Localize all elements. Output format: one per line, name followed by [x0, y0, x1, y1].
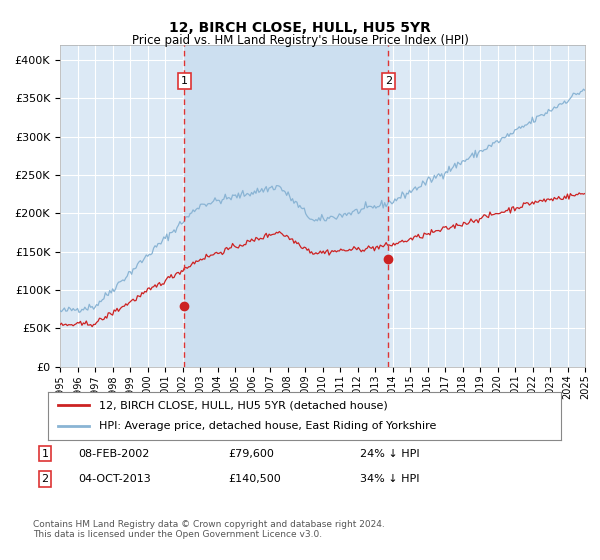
- Text: 24% ↓ HPI: 24% ↓ HPI: [360, 449, 419, 459]
- Text: 08-FEB-2002: 08-FEB-2002: [78, 449, 149, 459]
- Text: Contains HM Land Registry data © Crown copyright and database right 2024.
This d: Contains HM Land Registry data © Crown c…: [33, 520, 385, 539]
- Text: 2: 2: [385, 76, 392, 86]
- Text: £140,500: £140,500: [228, 474, 281, 484]
- Bar: [184, 45, 388, 367]
- Text: £79,600: £79,600: [228, 449, 274, 459]
- Text: HPI: Average price, detached house, East Riding of Yorkshire: HPI: Average price, detached house, East…: [100, 421, 437, 431]
- Text: 12, BIRCH CLOSE, HULL, HU5 5YR: 12, BIRCH CLOSE, HULL, HU5 5YR: [169, 21, 431, 35]
- Text: 04-OCT-2013: 04-OCT-2013: [78, 474, 151, 484]
- Text: 34% ↓ HPI: 34% ↓ HPI: [360, 474, 419, 484]
- Text: 2: 2: [41, 474, 49, 484]
- Text: 1: 1: [181, 76, 188, 86]
- Text: 12, BIRCH CLOSE, HULL, HU5 5YR (detached house): 12, BIRCH CLOSE, HULL, HU5 5YR (detached…: [100, 400, 388, 410]
- Text: 1: 1: [41, 449, 49, 459]
- Text: Price paid vs. HM Land Registry's House Price Index (HPI): Price paid vs. HM Land Registry's House …: [131, 34, 469, 46]
